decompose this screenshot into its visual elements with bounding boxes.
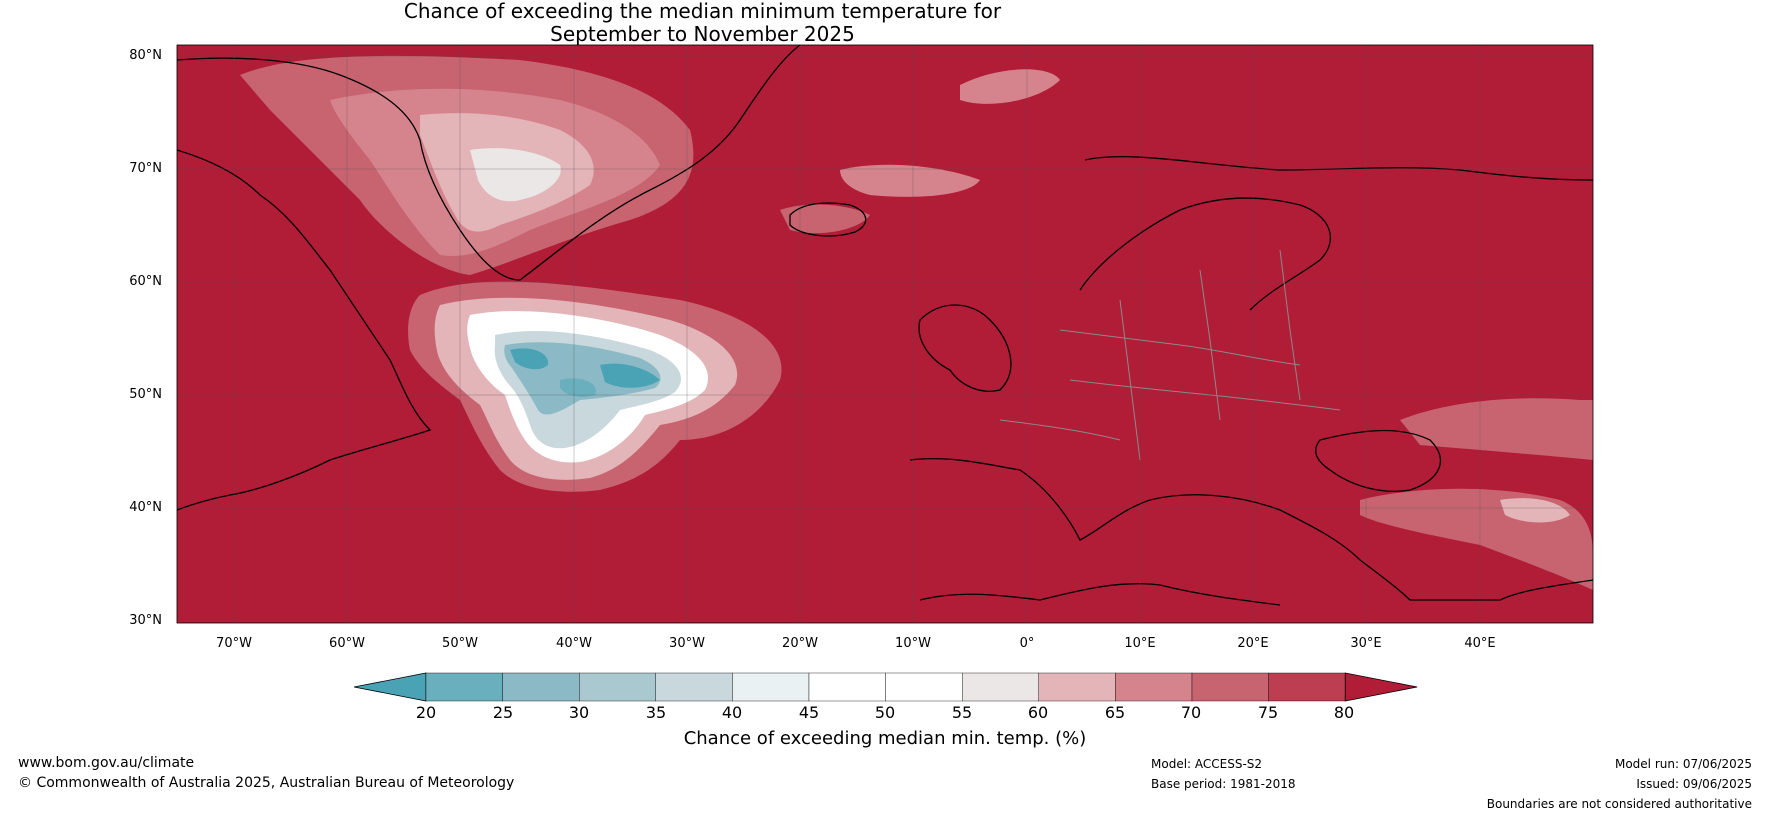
colorbar-tick: 40 (721, 703, 743, 722)
disclaimer-text: Boundaries are not considered authoritat… (1486, 797, 1752, 811)
lon-label-10e: 10°E (1124, 636, 1156, 651)
norwegian-sea-shading (840, 164, 980, 197)
issued-text: Issued: 09/06/2025 (1636, 777, 1752, 791)
lat-label-70n: 70°N (129, 161, 162, 176)
colorbar-tick: 55 (951, 703, 973, 722)
colorbar-swatch (1038, 672, 1116, 702)
iceland-shading (780, 204, 870, 234)
colorbar-tick: 20 (415, 703, 437, 722)
copyright-text: © Commonwealth of Australia 2025, Austra… (18, 775, 515, 791)
map-title: Chance of exceeding the median minimum t… (0, 0, 1405, 46)
colorbar-tick: 25 (492, 703, 514, 722)
colorbar-extend-low (353, 672, 427, 702)
colorbar-swatch (885, 672, 963, 702)
title-line-2: September to November 2025 (550, 22, 855, 46)
colorbar-tick: 70 (1180, 703, 1202, 722)
title-line-1: Chance of exceeding the median minimum t… (403, 0, 1002, 23)
lon-label-10w: 10°W (895, 636, 931, 651)
colorbar-swatch (1268, 672, 1346, 702)
north-atlantic-shading (408, 281, 782, 492)
colorbar-swatch (732, 672, 810, 702)
lon-label-30e: 30°E (1350, 636, 1382, 651)
lat-label-60n: 60°N (129, 274, 162, 289)
lat-label-40n: 40°N (129, 500, 162, 515)
colorbar-swatch (655, 672, 733, 702)
colorbar-tick: 65 (1104, 703, 1126, 722)
model-text: Model: ACCESS-S2 (1151, 757, 1263, 771)
colorbar-swatch (1115, 672, 1193, 702)
colorbar-swatch (962, 672, 1040, 702)
caucasus-shading (1500, 498, 1570, 523)
lon-label-50w: 50°W (442, 636, 478, 651)
colorbar-swatch (579, 672, 657, 702)
lon-label-40e: 40°E (1464, 636, 1496, 651)
colorbar (353, 672, 1418, 702)
coastlines (177, 45, 1593, 606)
lon-label-20w: 20°W (782, 636, 818, 651)
colorbar-extend-high (1344, 672, 1418, 702)
lon-label-40w: 40°W (556, 636, 592, 651)
colorbar-tick: 35 (645, 703, 667, 722)
colorbar-tick: 60 (1027, 703, 1049, 722)
map-area (177, 45, 1593, 623)
lon-label-0: 0° (1019, 636, 1035, 651)
svalbard-shading (960, 69, 1060, 104)
colorbar-swatch (425, 672, 503, 702)
greenland-shading (240, 55, 694, 276)
colorbar-swatch (808, 672, 886, 702)
lon-label-70w: 70°W (216, 636, 252, 651)
lat-label-30n: 30°N (129, 613, 162, 628)
lon-label-30w: 30°W (669, 636, 705, 651)
colorbar-tick: 80 (1333, 703, 1355, 722)
lon-label-60w: 60°W (329, 636, 365, 651)
colorbar-tick: 75 (1257, 703, 1279, 722)
gridlines (177, 45, 1593, 623)
model-run-text: Model run: 07/06/2025 (1614, 757, 1752, 771)
colorbar-tick: 50 (874, 703, 896, 722)
lon-label-20e: 20°E (1237, 636, 1269, 651)
lat-label-50n: 50°N (129, 387, 162, 402)
country-borders (999, 249, 1341, 461)
base-period-text: Base period: 1981-2018 (1151, 777, 1296, 791)
website-link[interactable]: www.bom.gov.au/climate (18, 755, 195, 771)
colorbar-label: Chance of exceeding median min. temp. (%… (683, 728, 1087, 749)
colorbar-swatch (1191, 672, 1269, 702)
colorbar-tick: 45 (798, 703, 820, 722)
caspian-shading (1400, 398, 1593, 460)
map-border (176, 44, 1594, 624)
lat-label-80n: 80°N (129, 48, 162, 63)
colorbar-tick: 30 (568, 703, 590, 722)
colorbar-swatch (502, 672, 580, 702)
